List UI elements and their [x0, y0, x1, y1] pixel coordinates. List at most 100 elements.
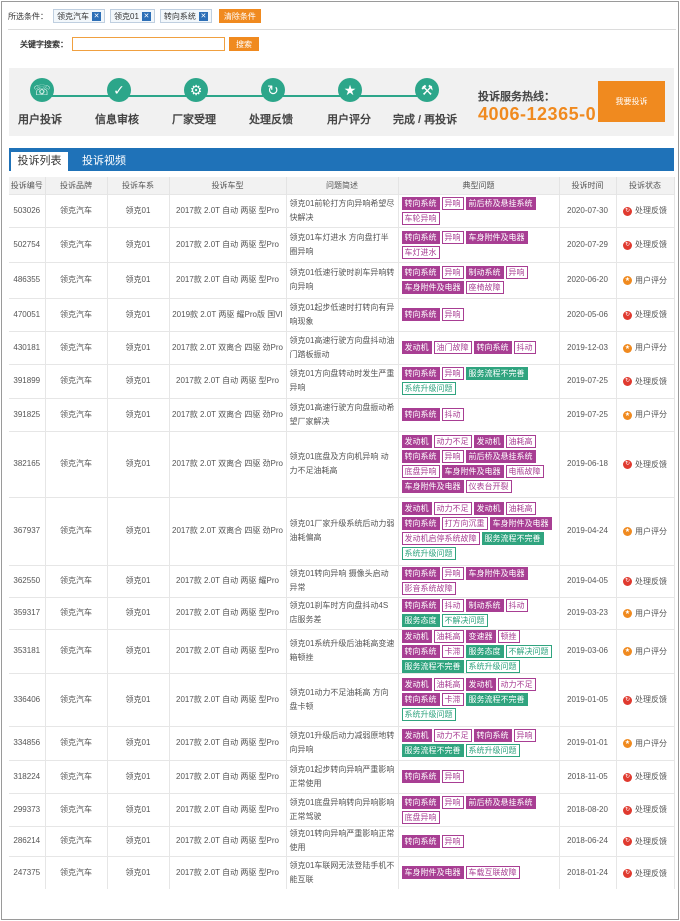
file-complaint-button[interactable]: 我要投诉: [598, 81, 665, 122]
problem-tag[interactable]: 异响: [441, 367, 464, 380]
description-link[interactable]: 领克01底盘及方向机异响 动力不足油耗高: [286, 430, 399, 497]
description-link[interactable]: 领克01前轮打方向异响希望尽快解决: [286, 193, 399, 227]
problem-tag[interactable]: 车灯进水: [401, 245, 440, 259]
problem-tag[interactable]: 不解决问题: [505, 644, 552, 658]
problem-tag[interactable]: 油耗高: [433, 629, 464, 643]
problem-tag[interactable]: 油耗高: [505, 435, 536, 448]
problem-tag[interactable]: 发动机启停系统故障: [401, 532, 480, 545]
description-link[interactable]: 领克01车灯进水 方向盘打半圈异响: [286, 226, 399, 262]
table-row[interactable]: 286214 领克汽车 领克01 2017款 2.0T 自动 两驱 型Pro 领克01转…: [9, 825, 675, 856]
problem-tag[interactable]: 动力不足: [433, 435, 472, 448]
problem-tag[interactable]: 系统升级问题: [401, 547, 456, 560]
table-row[interactable]: 318224 领克汽车 领克01 2017款 2.0T 自动 两驱 型Pro 领克01起…: [9, 759, 675, 793]
problem-tag[interactable]: 异响: [505, 266, 528, 279]
table-row[interactable]: 486355 领克汽车 领克01 2017款 2.0T 自动 两驱 型Pro 领克01低…: [9, 261, 675, 298]
description-link[interactable]: 领克01系统升级后油耗高变速箱顿挫: [286, 628, 399, 673]
problem-tag[interactable]: 卡滞: [441, 644, 464, 658]
problem-tag[interactable]: 发动机: [401, 678, 432, 691]
table-row[interactable]: 391825 领克汽车 领克01 2017款 2.0T 双离合 四驱 劲Pro 领克01…: [9, 397, 675, 431]
problem-tag[interactable]: 抖动: [513, 341, 536, 354]
problem-tag[interactable]: 转向系统: [401, 517, 440, 530]
problem-tag[interactable]: 卡滞: [441, 693, 464, 706]
problem-tag[interactable]: 转向系统: [401, 230, 440, 244]
tab-complaint-list[interactable]: 投诉列表: [11, 152, 68, 171]
problem-tag[interactable]: 发动机: [473, 502, 504, 515]
problem-tag[interactable]: 服务流程不完善: [465, 693, 528, 706]
problem-tag[interactable]: 发动机: [465, 678, 496, 691]
problem-tag[interactable]: 底盘异响: [401, 465, 440, 478]
problem-tag[interactable]: 车身附件及电器: [465, 567, 528, 580]
table-row[interactable]: 353181 领克汽车 领克01 2017款 2.0T 自动 两驱 型Pro 领克01系…: [9, 628, 675, 673]
problem-tag[interactable]: 系统升级问题: [465, 659, 520, 673]
problem-tag[interactable]: 服务流程不完善: [481, 532, 544, 545]
problem-tag[interactable]: 座椅故障: [465, 281, 504, 294]
problem-tag[interactable]: 前后桥及悬挂系统: [465, 196, 536, 210]
problem-tag[interactable]: 油耗高: [433, 678, 464, 691]
problem-tag[interactable]: 转向系统: [401, 834, 440, 848]
problem-tag[interactable]: 抖动: [441, 599, 464, 612]
problem-tag[interactable]: 服务流程不完善: [401, 659, 464, 673]
search-button[interactable]: 搜索: [229, 37, 259, 51]
problem-tag[interactable]: 转向系统: [401, 408, 440, 421]
table-row[interactable]: 362550 领克汽车 领克01 2017款 2.0T 自动 两驱 耀Pro 领克01转…: [9, 564, 675, 597]
problem-tag[interactable]: 车身附件及电器: [401, 866, 464, 880]
problem-tag[interactable]: 异响: [441, 308, 464, 321]
problem-tag[interactable]: 服务态度: [401, 614, 440, 627]
close-icon[interactable]: ✕: [92, 11, 101, 21]
problem-tag[interactable]: 电瓶故障: [505, 465, 544, 478]
problem-tag[interactable]: 发动机: [473, 435, 504, 448]
problem-tag[interactable]: 服务流程不完善: [401, 744, 464, 757]
description-link[interactable]: 领克01高速行驶方向盘抖动油门踏板振动: [286, 330, 399, 364]
problem-tag[interactable]: 制动系统: [465, 599, 504, 612]
problem-tag[interactable]: 转向系统: [401, 308, 440, 321]
search-input[interactable]: [72, 37, 225, 51]
problem-tag[interactable]: 车身附件及电器: [401, 281, 464, 294]
problem-tag[interactable]: 打方向沉重: [441, 517, 488, 530]
problem-tag[interactable]: 变速器: [465, 629, 496, 643]
problem-tag[interactable]: 转向系统: [401, 644, 440, 658]
problem-tag[interactable]: 系统升级问题: [465, 744, 520, 757]
table-row[interactable]: 430181 领克汽车 领克01 2017款 2.0T 双离合 四驱 劲Pro 领克01…: [9, 330, 675, 364]
description-link[interactable]: 领克01起步低速时打转向有异响现象: [286, 297, 399, 331]
problem-tag[interactable]: 前后桥及悬挂系统: [465, 450, 536, 463]
problem-tag[interactable]: 动力不足: [433, 729, 472, 742]
problem-tag[interactable]: 转向系统: [401, 450, 440, 463]
problem-tag[interactable]: 动力不足: [497, 678, 536, 691]
description-link[interactable]: 领克01起步转向异响严重影响正常使用: [286, 759, 399, 793]
problem-tag[interactable]: 底盘异响: [401, 810, 440, 824]
problem-tag[interactable]: 异响: [441, 567, 464, 580]
description-link[interactable]: 领克01转向异响 摄像头启动异常: [286, 564, 399, 597]
description-link[interactable]: 领克01刹车时方向盘抖动4S店服务差: [286, 596, 399, 629]
table-row[interactable]: 299373 领克汽车 领克01 2017款 2.0T 自动 两驱 型Pro 领克01底…: [9, 792, 675, 826]
filter-chip-brand[interactable]: 领克汽车 ✕: [53, 9, 105, 23]
problem-tag[interactable]: 转向系统: [401, 196, 440, 210]
problem-tag[interactable]: 车身附件及电器: [401, 480, 464, 493]
problem-tag[interactable]: 服务态度: [465, 644, 504, 658]
problem-tag[interactable]: 转向系统: [473, 341, 512, 354]
problem-tag[interactable]: 抖动: [441, 408, 464, 421]
problem-tag[interactable]: 发动机: [401, 502, 432, 515]
filter-chip-series[interactable]: 领克01 ✕: [110, 9, 155, 23]
problem-tag[interactable]: 车身附件及电器: [489, 517, 552, 530]
problem-tag[interactable]: 油耗高: [505, 502, 536, 515]
problem-tag[interactable]: 发动机: [401, 629, 432, 643]
table-row[interactable]: 334856 领克汽车 领克01 2017款 2.0T 自动 两驱 型Pro 领克01升…: [9, 725, 675, 760]
problem-tag[interactable]: 车身附件及电器: [465, 230, 528, 244]
problem-tag[interactable]: 转向系统: [401, 567, 440, 580]
table-row[interactable]: 359317 领克汽车 领克01 2017款 2.0T 自动 两驱 型Pro 领克01刹…: [9, 596, 675, 629]
description-link[interactable]: 领克01车联网无法登陆手机不能互联: [286, 855, 399, 889]
filter-chip-system[interactable]: 转向系统 ✕: [159, 9, 212, 23]
close-icon[interactable]: ✕: [198, 11, 208, 21]
problem-tag[interactable]: 异响: [441, 266, 464, 279]
tab-complaint-video[interactable]: 投诉视频: [82, 155, 126, 167]
problem-tag[interactable]: 系统升级问题: [401, 708, 456, 721]
problem-tag[interactable]: 不解决问题: [441, 614, 488, 627]
problem-tag[interactable]: 转向系统: [401, 770, 440, 783]
problem-tag[interactable]: 车轮异响: [401, 211, 440, 225]
problem-tag[interactable]: 影音系统故障: [401, 582, 456, 595]
problem-tag[interactable]: 发动机: [401, 341, 432, 354]
problem-tag[interactable]: 异响: [441, 795, 464, 809]
description-link[interactable]: 领克01动力不足油耗高 方向盘卡顿: [286, 672, 399, 726]
problem-tag[interactable]: 车身附件及电器: [441, 465, 504, 478]
close-icon[interactable]: ✕: [141, 11, 151, 21]
